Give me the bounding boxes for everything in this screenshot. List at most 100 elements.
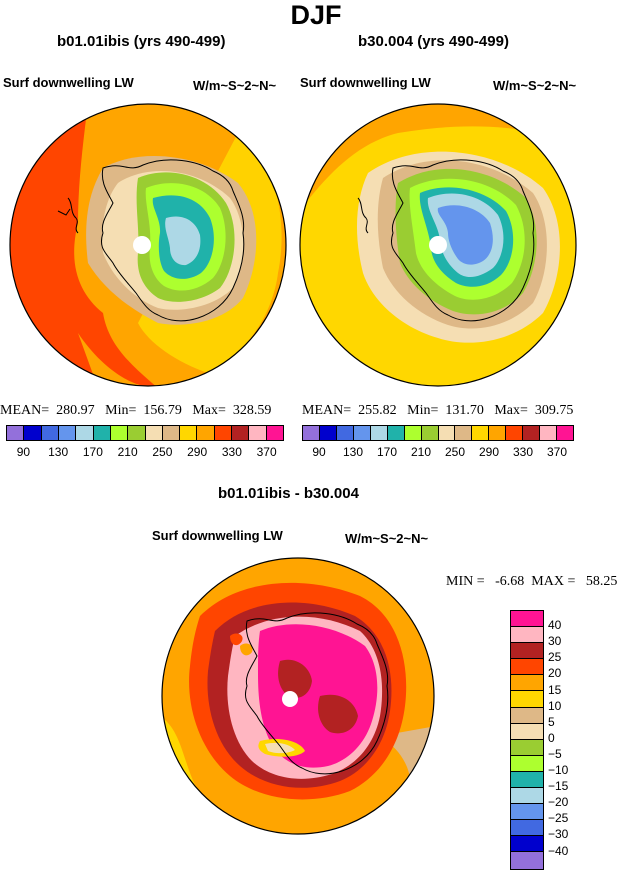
- panel-2-stats: MEAN= 255.82 Min= 131.70 Max= 309.75: [302, 403, 574, 418]
- panel-2-colorbar: [302, 425, 574, 441]
- colorbar-tick-label: 330: [221, 445, 242, 459]
- colorbar-swatch: [76, 426, 94, 440]
- colorbar-swatch: [421, 426, 439, 440]
- colorbar-swatch: [540, 426, 558, 440]
- colorbar-swatch: [511, 659, 543, 676]
- colorbar-swatch: [232, 426, 250, 440]
- colorbar-swatch: [110, 426, 129, 440]
- colorbar-tick-label: 250: [444, 445, 466, 459]
- colorbar-swatch: [506, 426, 524, 440]
- colorbar-swatch: [511, 611, 543, 628]
- colorbar-tick-label: 15: [548, 682, 562, 697]
- colorbar-tick-label: 20: [548, 666, 562, 681]
- diff-units: W/m~S~2~N~: [345, 531, 429, 546]
- colorbar-swatch: [145, 426, 163, 440]
- colorbar-tick-label: −5: [548, 746, 562, 761]
- colorbar-swatch: [128, 426, 146, 440]
- diff-title: b01.01ibis - b30.004: [218, 485, 359, 502]
- diff-stats: MIN = -6.68 MAX = 58.25: [446, 574, 618, 589]
- colorbar-tick-label: 370: [546, 445, 568, 459]
- colorbar-swatch: [353, 426, 371, 440]
- colorbar-tick-label: 170: [82, 445, 103, 459]
- colorbar-swatch: [404, 426, 422, 440]
- colorbar-tick-label: −25: [548, 811, 569, 826]
- panel-1-colorbar: [6, 425, 284, 441]
- colorbar-swatch: [557, 426, 573, 440]
- panel-1-units: W/m~S~2~N~: [193, 78, 277, 93]
- diff-polar-map: [161, 557, 435, 835]
- colorbar-tick-label: 210: [410, 445, 432, 459]
- panel-1-colorbar-ticks: 90 130 170 210 250 290 330 370: [6, 445, 284, 461]
- colorbar-tick-label: 5: [548, 714, 555, 729]
- colorbar-swatch: [214, 426, 233, 440]
- colorbar-swatch: [511, 804, 543, 821]
- colorbar-swatch: [511, 643, 543, 660]
- colorbar-swatch: [197, 426, 215, 440]
- colorbar-tick-label: −30: [548, 827, 569, 842]
- colorbar-tick-label: 0: [548, 730, 555, 745]
- panel-1-stats: MEAN= 280.97 Min= 156.79 Max= 328.59: [0, 403, 272, 418]
- colorbar-tick-label: −15: [548, 779, 569, 794]
- colorbar-swatch: [370, 426, 388, 440]
- colorbar-swatch: [303, 426, 320, 440]
- colorbar-swatch: [41, 426, 59, 440]
- colorbar-swatch: [511, 771, 543, 789]
- colorbar-swatch: [162, 426, 181, 440]
- colorbar-swatch: [387, 426, 405, 440]
- colorbar-swatch: [249, 426, 267, 440]
- colorbar-swatch: [511, 836, 543, 853]
- colorbar-tick-label: 290: [187, 445, 208, 459]
- colorbar-tick-label: −20: [548, 795, 569, 810]
- colorbar-swatch: [266, 426, 283, 440]
- colorbar-swatch: [511, 739, 543, 756]
- colorbar-tick-label: 290: [478, 445, 500, 459]
- colorbar-swatch: [93, 426, 111, 440]
- colorbar-swatch: [511, 627, 543, 644]
- colorbar-tick-label: 210: [117, 445, 138, 459]
- colorbar-tick-label: 90: [312, 445, 326, 459]
- panel-2-units: W/m~S~2~N~: [493, 78, 577, 93]
- panel-2-colorbar-ticks: 90 130 170 210 250 290 330 370: [302, 445, 574, 461]
- colorbar-tick-label: 10: [548, 698, 562, 713]
- colorbar-swatch: [523, 426, 541, 440]
- panel-1-polar-map: [9, 103, 287, 387]
- panel-1-variable: Surf downwelling LW: [3, 75, 134, 90]
- colorbar-swatch: [511, 707, 543, 724]
- colorbar-swatch: [472, 426, 490, 440]
- colorbar-tick-label: 170: [376, 445, 398, 459]
- colorbar-swatch: [24, 426, 42, 440]
- colorbar-tick-label: 130: [342, 445, 364, 459]
- colorbar-tick-label: 330: [512, 445, 534, 459]
- colorbar-swatch: [180, 426, 198, 440]
- colorbar-tick-label: −10: [548, 763, 569, 777]
- diff-colorbar-labels: 40 30 25 20 15 10 5 0 −5 −10 −15 −20 −25 −30 −40: [548, 610, 598, 857]
- colorbar-swatch: [58, 426, 77, 440]
- colorbar-tick-label: 130: [48, 445, 69, 459]
- colorbar-swatch: [511, 755, 543, 772]
- colorbar-swatch: [511, 852, 543, 869]
- colorbar-swatch: [511, 820, 543, 837]
- diff-colorbar: [510, 610, 544, 870]
- colorbar-tick-label: 25: [548, 650, 562, 665]
- colorbar-tick-label: 250: [152, 445, 173, 459]
- colorbar-swatch: [319, 426, 337, 440]
- figure-title: DJF: [290, 0, 342, 30]
- colorbar-tick-label: 30: [548, 634, 562, 649]
- colorbar-swatch: [511, 691, 543, 708]
- colorbar-swatch: [511, 788, 543, 805]
- panel-2-title: b30.004 (yrs 490-499): [358, 33, 509, 50]
- colorbar-tick-label: 90: [16, 445, 31, 459]
- diff-variable: Surf downwelling LW: [152, 528, 283, 543]
- colorbar-swatch: [438, 426, 456, 440]
- colorbar-tick-label: 370: [256, 445, 277, 459]
- panel-2-polar-map: [299, 103, 577, 387]
- colorbar-tick-label: 40: [548, 618, 562, 633]
- colorbar-swatch: [511, 723, 543, 740]
- colorbar-swatch: [511, 675, 543, 692]
- panel-1-title: b01.01ibis (yrs 490-499): [57, 33, 226, 50]
- panel-2-variable: Surf downwelling LW: [300, 75, 431, 90]
- colorbar-swatch: [7, 426, 25, 440]
- colorbar-swatch: [336, 426, 354, 440]
- colorbar-tick-label: −40: [548, 843, 569, 858]
- colorbar-swatch: [455, 426, 473, 440]
